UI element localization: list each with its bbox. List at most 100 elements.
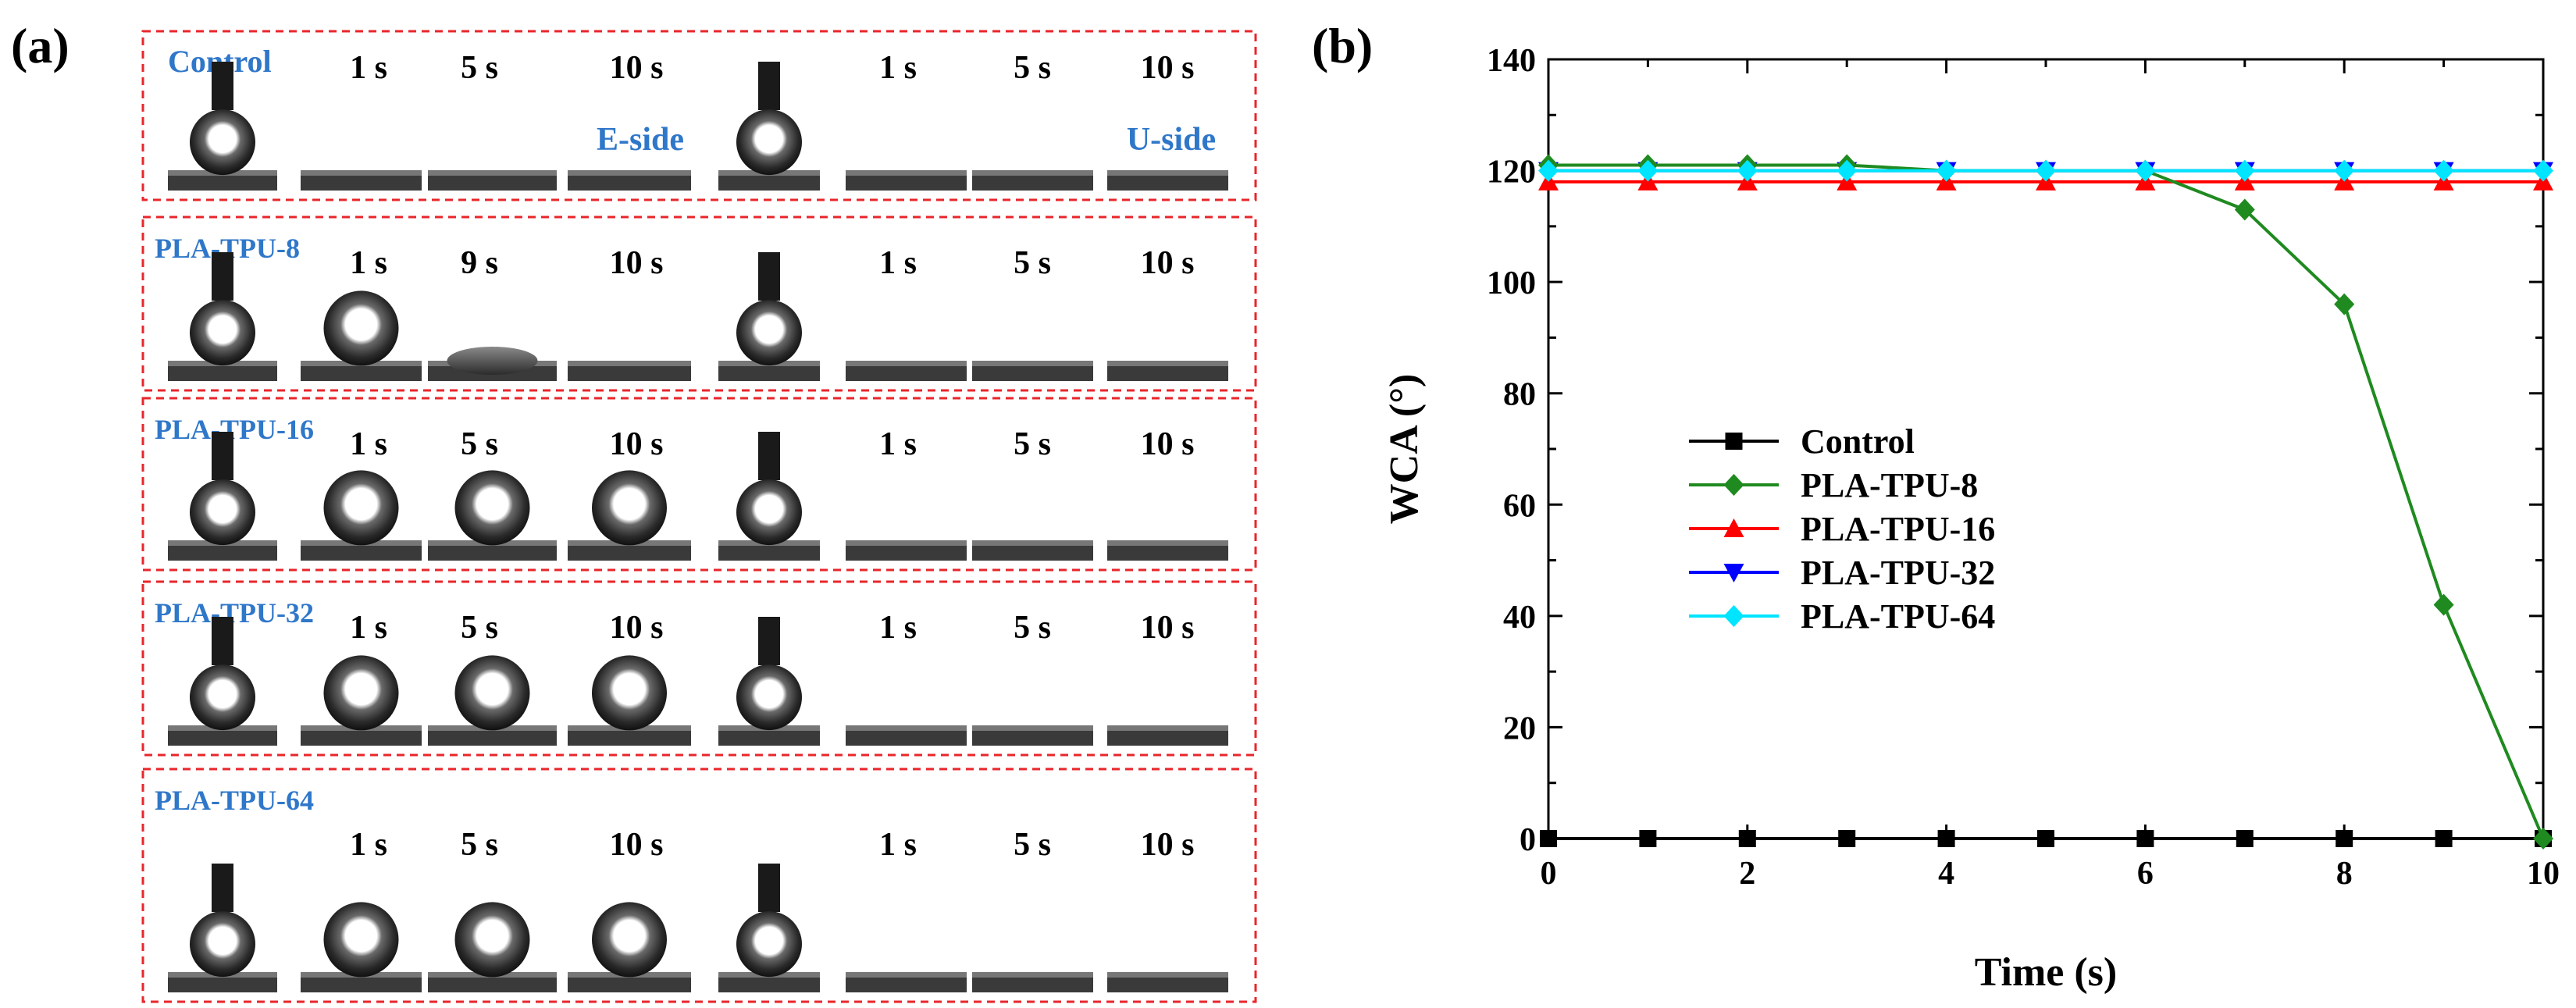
water-droplet xyxy=(190,664,255,731)
time-label: 1 s xyxy=(350,426,387,462)
substrate-edge xyxy=(1107,361,1228,366)
droplet-image xyxy=(168,62,277,191)
droplet-image xyxy=(1107,361,1228,381)
data-point xyxy=(1637,159,1659,182)
syringe-needle xyxy=(758,864,780,912)
time-label: 10 s xyxy=(1141,610,1195,646)
data-point xyxy=(2234,198,2255,221)
legend-entry: PLA-TPU-16 xyxy=(1689,510,1995,548)
droplet-image xyxy=(718,864,820,992)
time-label: 1 s xyxy=(879,426,917,462)
water-droplet xyxy=(454,902,530,978)
time-label: 10 s xyxy=(610,610,664,646)
droplet-image xyxy=(428,470,557,561)
y-tick-label: 20 xyxy=(1503,711,1536,746)
droplet-image xyxy=(301,655,422,746)
droplet-image xyxy=(301,902,422,992)
time-label: 10 s xyxy=(610,827,664,863)
series-control xyxy=(1540,830,2552,847)
legend-marker xyxy=(1723,605,1744,627)
water-droplet xyxy=(323,290,399,366)
data-point xyxy=(1538,159,1559,182)
legend-marker xyxy=(1723,474,1744,496)
x-tick-label: 10 xyxy=(2527,856,2560,892)
data-point xyxy=(1639,830,1657,847)
syringe-needle xyxy=(758,617,780,665)
substrate-edge xyxy=(972,972,1093,978)
x-tick-label: 6 xyxy=(2137,856,2154,892)
legend-label: PLA-TPU-16 xyxy=(1801,510,1995,548)
droplet-image xyxy=(1107,170,1228,191)
droplet-image xyxy=(428,655,557,746)
water-droplet xyxy=(592,902,667,978)
droplet-image xyxy=(168,617,277,746)
water-droplet xyxy=(592,470,667,546)
panel-b-label: (b) xyxy=(1312,18,1373,73)
substrate-edge xyxy=(846,361,967,366)
row-frame xyxy=(141,215,1257,392)
y-tick-label: 100 xyxy=(1487,265,1536,301)
substrate-edge xyxy=(1107,725,1228,731)
droplet-image xyxy=(428,170,557,191)
droplet-image xyxy=(168,252,277,381)
time-label: 10 s xyxy=(1141,50,1195,86)
substrate-edge xyxy=(846,170,967,176)
e-side-label: E-side xyxy=(597,122,684,158)
legend-label: PLA-TPU-8 xyxy=(1801,466,1978,504)
data-point xyxy=(1936,159,1957,182)
legend-marker xyxy=(1725,433,1743,450)
droplet-image xyxy=(568,655,691,746)
data-point xyxy=(2037,830,2054,847)
time-label: 1 s xyxy=(879,50,917,86)
time-label: 10 s xyxy=(1141,245,1195,281)
droplet-image xyxy=(568,902,691,992)
droplet-image xyxy=(718,62,820,191)
x-tick-label: 2 xyxy=(1739,856,1755,892)
row-frame xyxy=(141,30,1257,201)
y-tick-label: 120 xyxy=(1487,155,1536,191)
data-point xyxy=(2136,830,2154,847)
syringe-needle xyxy=(212,62,233,110)
substrate-edge xyxy=(846,725,967,731)
water-droplet xyxy=(736,664,802,731)
time-label: 5 s xyxy=(461,426,498,462)
water-droplet xyxy=(592,655,667,731)
syringe-needle xyxy=(758,252,780,301)
substrate-edge xyxy=(1107,972,1228,978)
droplet-image xyxy=(718,432,820,561)
water-droplet xyxy=(323,655,399,731)
x-tick-label: 0 xyxy=(1541,856,1557,892)
droplet-image xyxy=(718,252,820,381)
substrate-edge xyxy=(846,540,967,546)
droplet-image xyxy=(972,170,1093,191)
water-droplet xyxy=(736,109,802,176)
time-label: 1 s xyxy=(350,50,387,86)
data-point xyxy=(1838,830,1856,847)
data-point xyxy=(1837,159,1858,182)
water-droplet xyxy=(190,911,255,978)
data-point xyxy=(2433,593,2454,616)
time-label: 5 s xyxy=(1014,245,1051,281)
droplet-image xyxy=(846,725,967,746)
substrate-edge xyxy=(972,540,1093,546)
data-point xyxy=(2236,830,2254,847)
droplet-image xyxy=(568,470,691,561)
droplet-image xyxy=(972,361,1093,381)
data-point xyxy=(2334,159,2355,182)
time-label: 10 s xyxy=(1141,827,1195,863)
data-point xyxy=(1737,159,1758,182)
time-label: 5 s xyxy=(1014,827,1051,863)
time-label: 1 s xyxy=(879,610,917,646)
legend-entry: PLA-TPU-8 xyxy=(1689,466,1978,504)
water-droplet xyxy=(190,479,255,546)
droplet-image xyxy=(972,725,1093,746)
sample-row: PLA-TPU-32 1 s 5 s 10 s 1 s 5 s 10 s xyxy=(141,580,1257,757)
series-pla-tpu-64 xyxy=(1538,159,2553,182)
water-droplet xyxy=(736,911,802,978)
x-tick-label: 8 xyxy=(2336,856,2353,892)
data-point xyxy=(2336,830,2353,847)
sample-label: PLA-TPU-32 xyxy=(155,597,314,629)
u-side-label: U-side xyxy=(1127,122,1216,158)
